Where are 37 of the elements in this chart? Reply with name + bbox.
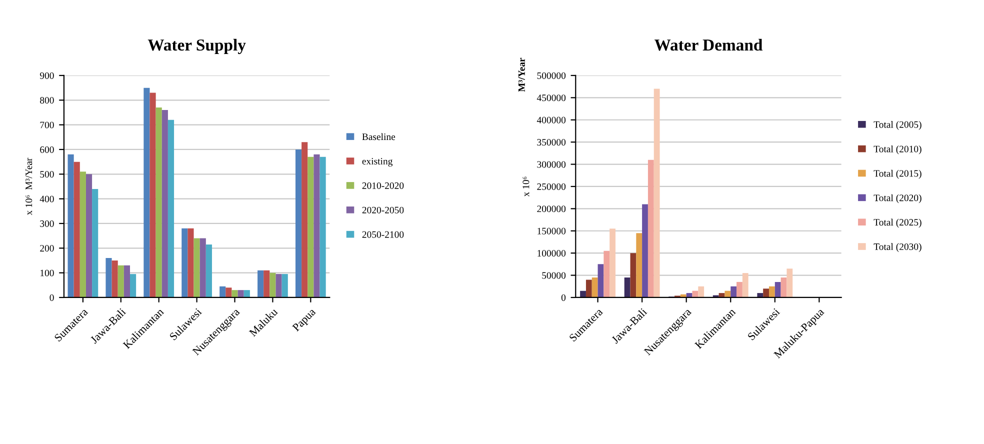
legend-label: 2050-2100	[362, 231, 404, 238]
y-tick-label: 800	[40, 97, 54, 104]
legend-label: 2020-2050	[362, 206, 404, 214]
y-tick-label: 200000	[537, 206, 566, 212]
legend-label: existing	[362, 158, 393, 166]
y-tick-label: 300	[40, 220, 54, 227]
legend-label: Total (2010)	[874, 145, 922, 154]
legend-label: Total (2005)	[874, 121, 922, 130]
y-tick-label: 500000	[537, 72, 566, 79]
y-tick-label: 400000	[536, 116, 566, 124]
y-tick-label: 0	[50, 294, 54, 301]
y-tick-label: 900	[40, 72, 54, 79]
y-tick-label: 100000	[538, 250, 566, 257]
y-tick-label: 350000	[537, 138, 566, 146]
chart-title: Water Demand	[654, 38, 763, 51]
y-tick-label: 200	[40, 245, 54, 252]
y-tick-label: 50000	[542, 272, 566, 279]
legend-label: Total (2020)	[874, 194, 922, 204]
legend-label: Baseline	[362, 133, 396, 140]
y-tick-label: 600	[40, 146, 54, 153]
y-axis-title: x 10⁶ M³/Year	[26, 158, 32, 216]
y-tick-label: 250000	[537, 183, 566, 190]
y-tick-label: 400	[40, 196, 54, 202]
y-tick-label: 0	[561, 294, 566, 301]
y-tick-label: 700	[40, 122, 54, 128]
text: M³/Year	[518, 58, 525, 92]
legend-label: Total (2030)	[874, 243, 922, 252]
y-tick-label: 450000	[536, 94, 566, 102]
legend-label: Total (2025)	[874, 218, 922, 228]
y-tick-label: 100	[40, 270, 54, 276]
legend-label: Total (2015)	[874, 170, 922, 179]
y-tick-label: 150000	[538, 228, 566, 234]
legend-label: 2010-2020	[362, 182, 404, 189]
y-axis-title: x 10⁶	[522, 176, 530, 197]
y-tick-label: 500	[40, 171, 54, 178]
y-tick-label: 300000	[537, 161, 566, 168]
chart-title: Water Supply	[148, 38, 246, 54]
